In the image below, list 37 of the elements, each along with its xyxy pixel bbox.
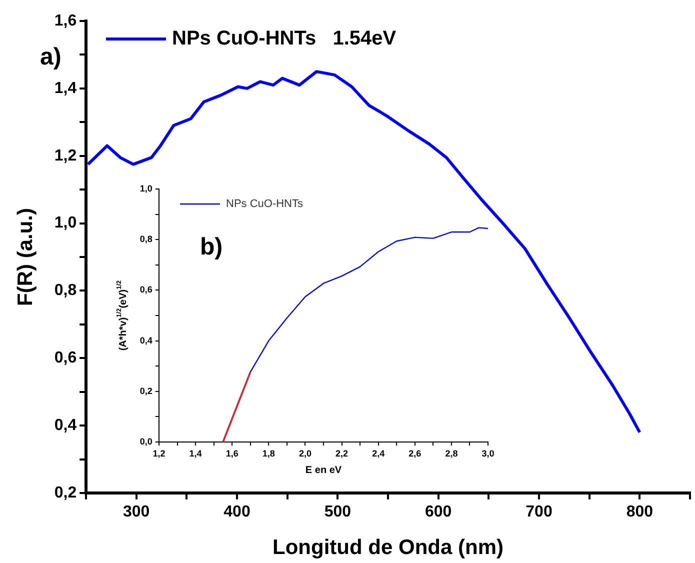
- x-tick-label: 800: [626, 503, 654, 520]
- x-tick-label: 2,2: [336, 448, 348, 458]
- x-tick-label: 2,4: [372, 448, 385, 458]
- text: a): [40, 44, 62, 71]
- x-tick-label: 400: [224, 503, 250, 520]
- y-tick-label: 1,2: [54, 147, 77, 164]
- y-tick-label: 1,6: [54, 12, 77, 30]
- x-tick-label: 2,0: [298, 448, 312, 458]
- x-tick-label: 1,4: [189, 448, 202, 458]
- x-tick-label: 2,8: [445, 448, 458, 458]
- y-tick-label: 1,0: [140, 183, 152, 194]
- x-axis-title: Longitud de Onda (nm): [272, 536, 504, 559]
- x-tick-label: 1,6: [226, 448, 238, 458]
- y-tick-label: 0,6: [54, 350, 77, 367]
- y-tick-label: 1,4: [54, 80, 77, 97]
- legend-label: NPs CuO-HNTs: [226, 198, 304, 210]
- y-tick-label: 0,2: [140, 386, 152, 396]
- x-axis-title: E en eV: [305, 464, 342, 476]
- y-tick-label: 0,8: [54, 282, 77, 300]
- x-tick-label: 1,2: [152, 448, 166, 458]
- x-tick-label: 600: [424, 503, 452, 520]
- y-tick-label: 0,4: [54, 416, 77, 434]
- y-tick-label: 1,0: [54, 214, 77, 232]
- y-tick-label: 0,8: [140, 234, 152, 244]
- x-tick-label: 700: [526, 503, 552, 520]
- x-tick-label: 1,8: [262, 448, 275, 458]
- x-tick-label: 300: [122, 503, 150, 520]
- annotation: b): [200, 234, 223, 261]
- x-tick-label: 3,0: [482, 448, 494, 458]
- y-tick-label: 0,2: [54, 484, 77, 502]
- x-tick-label: 500: [324, 503, 352, 520]
- y-tick-label: 0,4: [140, 335, 152, 346]
- y-axis-title: F(R) (a.u.): [14, 208, 37, 306]
- legend-label: NPs CuO-HNTs 1.54eV: [172, 28, 397, 50]
- x-tick-label: 2,6: [408, 448, 422, 458]
- y-tick-label: 0,6: [140, 284, 152, 295]
- y-tick-label: 0,0: [140, 436, 152, 446]
